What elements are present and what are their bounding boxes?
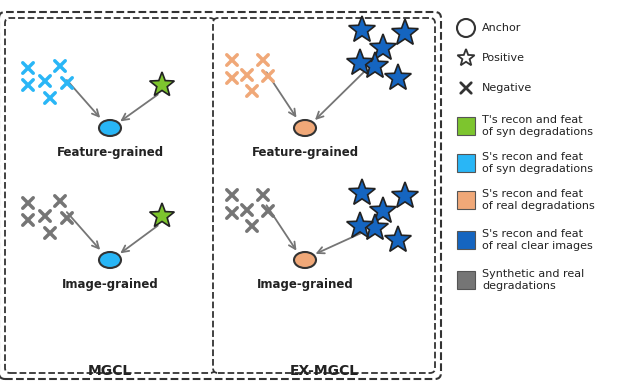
Polygon shape (370, 197, 396, 222)
Text: Feature-grained: Feature-grained (56, 146, 164, 159)
Polygon shape (150, 203, 174, 227)
Text: EX-MGCL: EX-MGCL (289, 364, 358, 378)
Polygon shape (458, 49, 474, 65)
Polygon shape (392, 182, 419, 207)
Bar (457, 231, 475, 249)
Polygon shape (385, 64, 412, 89)
FancyBboxPatch shape (0, 12, 441, 379)
Ellipse shape (294, 120, 316, 136)
Polygon shape (370, 34, 396, 59)
FancyBboxPatch shape (5, 18, 215, 373)
Ellipse shape (99, 120, 121, 136)
Text: Image-grained: Image-grained (61, 278, 158, 291)
Polygon shape (347, 212, 373, 237)
Text: T's recon and feat
of syn degradations: T's recon and feat of syn degradations (482, 114, 593, 137)
Polygon shape (392, 19, 419, 44)
Text: Anchor: Anchor (482, 23, 522, 33)
Ellipse shape (99, 252, 121, 268)
Text: Synthetic and real
degradations: Synthetic and real degradations (482, 268, 584, 291)
Text: Feature-grained: Feature-grained (252, 146, 358, 159)
Polygon shape (349, 16, 375, 42)
Text: Positive: Positive (482, 53, 525, 63)
Ellipse shape (294, 252, 316, 268)
Text: S's recon and feat
of syn degradations: S's recon and feat of syn degradations (482, 152, 593, 174)
Text: S's recon and feat
of real clear images: S's recon and feat of real clear images (482, 229, 593, 251)
Polygon shape (347, 49, 373, 74)
Text: Negative: Negative (482, 83, 532, 93)
FancyBboxPatch shape (213, 18, 435, 373)
Polygon shape (385, 226, 412, 251)
Bar (457, 154, 475, 172)
Bar (457, 117, 475, 135)
Text: S's recon and feat
of real degradations: S's recon and feat of real degradations (482, 189, 595, 211)
Polygon shape (362, 52, 388, 77)
Text: MGCL: MGCL (88, 364, 132, 378)
Text: Image-grained: Image-grained (257, 278, 353, 291)
Bar (457, 191, 475, 209)
Polygon shape (150, 72, 174, 95)
Polygon shape (349, 179, 375, 204)
Polygon shape (362, 214, 388, 239)
Bar (457, 271, 475, 289)
